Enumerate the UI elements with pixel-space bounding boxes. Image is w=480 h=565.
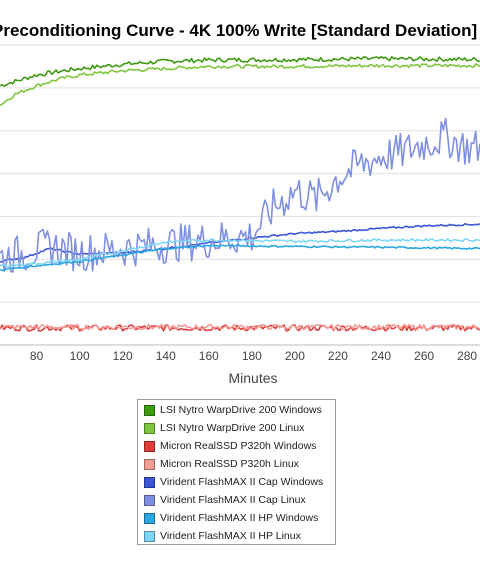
- legend-swatch: [144, 440, 155, 452]
- x-tick-label: 200: [285, 349, 305, 363]
- legend-swatch: [144, 476, 155, 488]
- legend-label: LSI Nytro WarpDrive 200 Windows: [160, 404, 322, 416]
- legend-item: LSI Nytro WarpDrive 200 Linux: [144, 419, 335, 437]
- legend-swatch: [144, 422, 155, 434]
- chart-title: Preconditioning Curve - 4K 100% Write [S…: [0, 21, 477, 40]
- legend-label: Virident FlashMAX II HP Windows: [160, 512, 319, 524]
- series-line-3: [0, 323, 480, 331]
- x-tick-label: 80: [30, 349, 44, 363]
- x-tick-label: 260: [414, 349, 434, 363]
- x-tick-label: 280: [457, 349, 477, 363]
- legend-item: Virident FlashMAX II Cap Windows: [144, 473, 335, 491]
- legend-swatch: [144, 494, 155, 506]
- legend-item: Micron RealSSD P320h Linux: [144, 455, 335, 473]
- x-tick-label: 100: [70, 349, 90, 363]
- x-tick-label: 240: [371, 349, 391, 363]
- series-line-0: [0, 55, 480, 87]
- legend-label: LSI Nytro WarpDrive 200 Linux: [160, 422, 305, 434]
- legend-item: LSI Nytro WarpDrive 200 Windows: [144, 401, 335, 419]
- series-line-7: [0, 237, 480, 268]
- series-line-1: [0, 63, 480, 106]
- legend-swatch: [144, 458, 155, 470]
- x-tick-label: 220: [328, 349, 348, 363]
- legend-item: Virident FlashMAX II Cap Linux: [144, 491, 335, 509]
- legend-swatch: [144, 404, 155, 416]
- legend-label: Virident FlashMAX II Cap Windows: [160, 476, 324, 488]
- grid: [0, 44, 480, 346]
- legend-item: Micron RealSSD P320h Windows: [144, 437, 335, 455]
- legend-item: Virident FlashMAX II HP Linux: [144, 527, 335, 545]
- x-tick-label: 140: [156, 349, 176, 363]
- legend: LSI Nytro WarpDrive 200 Windows LSI Nytro…: [137, 399, 336, 545]
- legend-swatch: [144, 530, 155, 542]
- legend-label: Virident FlashMAX II HP Linux: [160, 530, 301, 542]
- legend-label: Micron RealSSD P320h Windows: [160, 440, 317, 452]
- x-tick-label: 180: [242, 349, 262, 363]
- legend-swatch: [144, 512, 155, 524]
- x-axis-title: Minutes: [228, 370, 277, 386]
- legend-label: Virident FlashMAX II Cap Linux: [160, 494, 306, 506]
- x-tick-labels: 80 100 120 140 160 180 200 220 240 260 280: [30, 349, 478, 363]
- x-tick-label: 120: [113, 349, 133, 363]
- series-lines: [0, 55, 480, 332]
- series-line-6: [0, 244, 480, 272]
- x-tick-label: 160: [199, 349, 219, 363]
- legend-item: Virident FlashMAX II HP Windows: [144, 509, 335, 527]
- legend-label: Micron RealSSD P320h Linux: [160, 458, 299, 470]
